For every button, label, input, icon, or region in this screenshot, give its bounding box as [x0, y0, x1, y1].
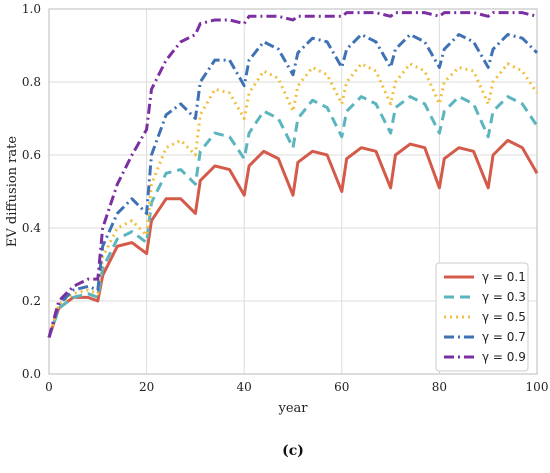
series-line-1 [47, 95, 539, 338]
x-tick-label: 20 [139, 380, 154, 394]
legend-box [435, 262, 529, 372]
x-tick-label: 80 [432, 380, 447, 394]
x-tick-label: 100 [526, 380, 549, 394]
x-axis-label: year [277, 401, 308, 416]
series-line-3 [47, 33, 539, 338]
y-axis-label: EV diffusion rate [5, 136, 20, 247]
y-tick-label: 0.6 [22, 148, 41, 162]
legend-label-4: γ = 0.9 [482, 350, 526, 364]
legend-label-0: γ = 0.1 [482, 270, 526, 284]
series-layer [47, 11, 539, 338]
y-tick-label: 0.0 [22, 367, 41, 381]
series-line-4 [47, 11, 538, 338]
legend-label-2: γ = 0.5 [482, 310, 526, 324]
legend-label-1: γ = 0.3 [482, 290, 526, 304]
figure-caption: (c) [282, 443, 304, 459]
x-tick-label: 60 [334, 380, 349, 394]
y-tick-labels: 0.0 0.2 0.4 0.6 0.8 1.0 [22, 2, 41, 381]
legend: γ = 0.1 γ = 0.3 γ = 0.5 γ = 0.7 γ = 0.9 [435, 262, 529, 372]
x-tick-label: 40 [237, 380, 252, 394]
y-tick-label: 1.0 [22, 2, 41, 16]
plot-frame [48, 8, 538, 375]
y-tick-label: 0.8 [22, 75, 41, 89]
y-tick-label: 0.2 [22, 294, 41, 308]
x-tick-labels: 0 20 40 60 80 100 [45, 380, 548, 394]
series-line-0 [47, 138, 539, 338]
legend-label-3: γ = 0.7 [482, 330, 526, 344]
x-tick-label: 0 [45, 380, 53, 394]
y-tick-label: 0.4 [22, 221, 41, 235]
